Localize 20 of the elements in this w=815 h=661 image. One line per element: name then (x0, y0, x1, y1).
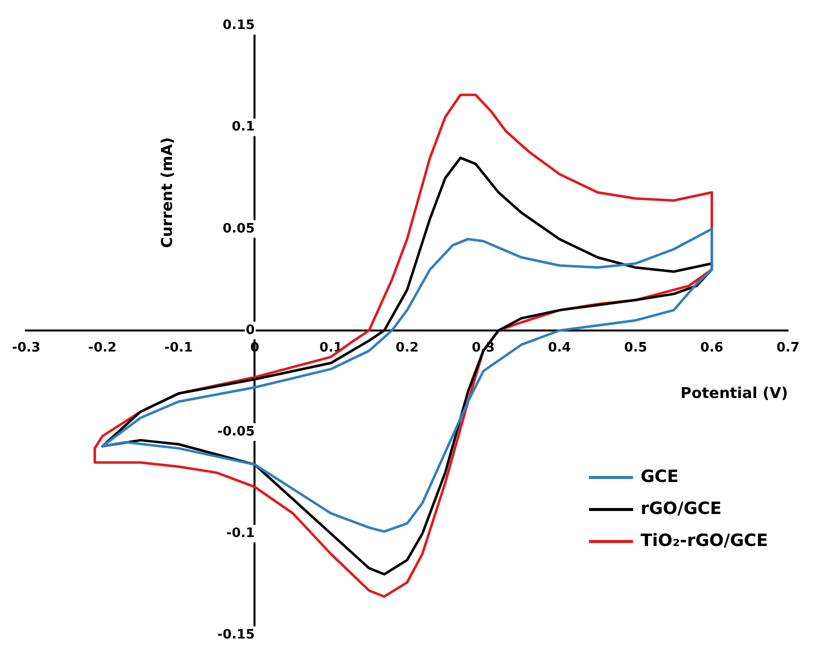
x-tick-label: 0.7 (776, 340, 800, 356)
x-tick-label: 0.4 (548, 340, 571, 356)
x-tick-label: -0.2 (88, 340, 117, 356)
x-tick-label: 0.6 (700, 340, 724, 356)
x-tick-label: 0.2 (396, 340, 419, 356)
legend-label: GCE (640, 467, 679, 487)
x-tick-label: 0.5 (624, 340, 648, 356)
legend-label: rGO/GCE (640, 499, 722, 519)
y-tick-label: 0 (246, 322, 255, 338)
y-axis-title: Current (mA) (158, 136, 176, 250)
legend-label: TiO₂-rGO/GCE (640, 531, 768, 551)
x-tick-label: -0.3 (12, 340, 40, 356)
x-axis-title: Potential (V) (680, 384, 788, 402)
y-tick-label: -0.15 (217, 628, 255, 643)
y-tick-label: 0.15 (222, 18, 255, 34)
y-tick-label: 0.1 (232, 120, 255, 135)
x-tick-label: -0.1 (164, 340, 193, 356)
y-tick-label: -0.1 (226, 526, 255, 542)
y-tick-label: -0.05 (217, 424, 255, 440)
y-tick-label: 0.05 (222, 221, 255, 236)
